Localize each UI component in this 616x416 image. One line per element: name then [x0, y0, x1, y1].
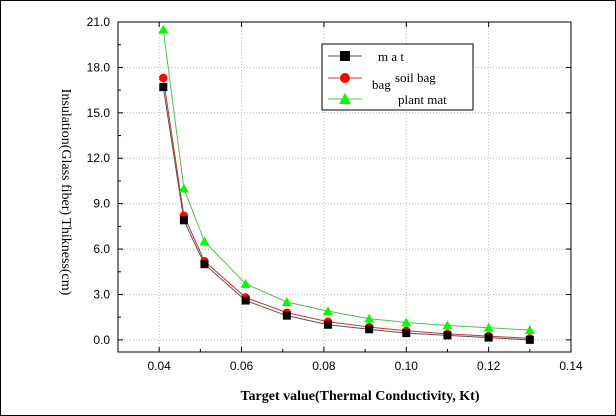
axis-ticks: 0.0 3.0 6.0 9.0 12.0 15.0 18.0 21.0 0.04 0.06 0.08… — [87, 15, 583, 373]
series-line-soil-bag — [162, 77, 530, 339]
data-point-plant-mat — [524, 325, 535, 335]
y-tick-label: 15.0 — [87, 106, 111, 120]
x-tick-label: 0.12 — [477, 359, 501, 373]
data-point-plant-mat — [364, 313, 375, 323]
data-point-m-a-t — [200, 260, 209, 269]
y-tick-label: 0.0 — [93, 333, 110, 347]
data-point-plant-mat — [199, 236, 210, 246]
y-tick-label: 9.0 — [93, 197, 110, 211]
data-point-m-a-t — [402, 329, 411, 338]
legend: m a t bag soil bag plant mat — [321, 43, 474, 111]
data-point-m-a-t — [159, 83, 168, 92]
x-tick-label: 0.06 — [230, 359, 254, 373]
x-tick-label: 0.04 — [148, 359, 172, 373]
y-tick-label: 6.0 — [93, 242, 110, 256]
x-tick-label: 0.08 — [312, 359, 336, 373]
data-point-m-a-t — [365, 325, 374, 334]
data-point-plant-mat — [442, 320, 453, 330]
data-point-m-a-t — [324, 320, 333, 329]
data-point-plant-mat — [401, 317, 412, 327]
series-line-m-a-t — [162, 87, 530, 341]
data-point-m-a-t — [179, 216, 188, 225]
legend-marker-mat — [340, 51, 350, 61]
y-tick-label: 18.0 — [87, 60, 111, 74]
legend-label-plant-mat: plant mat — [398, 92, 447, 107]
y-tick-label: 21.0 — [87, 15, 111, 29]
legend-prefix: bag — [372, 77, 391, 92]
y-tick-label: 12.0 — [87, 151, 111, 165]
legend-label-mat: m a t — [378, 49, 404, 64]
data-point-m-a-t — [241, 296, 250, 305]
data-point-plant-mat — [158, 24, 169, 34]
data-point-plant-mat — [483, 322, 494, 332]
data-point-soil-bag — [159, 73, 168, 83]
legend-label-soil-bag: soil bag — [395, 70, 436, 85]
y-axis-title: Insulation(Glass fiber) Thikness(cm) — [58, 89, 73, 296]
y-tick-label: 3.0 — [93, 287, 110, 301]
x-tick-label: 0.10 — [395, 359, 419, 373]
data-point-m-a-t — [282, 311, 291, 320]
data-point-m-a-t — [525, 335, 534, 344]
data-point-plant-mat — [323, 306, 334, 316]
legend-marker-plant-mat — [339, 93, 351, 104]
data-point-m-a-t — [443, 331, 452, 340]
data-point-plant-mat — [281, 297, 292, 307]
x-tick-label: 0.14 — [559, 359, 583, 373]
legend-marker-soil-bag — [340, 73, 350, 83]
data-point-plant-mat — [178, 183, 189, 193]
series-markers — [158, 24, 535, 344]
plot-area — [117, 21, 572, 353]
data-point-plant-mat — [240, 278, 251, 288]
data-point-m-a-t — [484, 333, 493, 342]
x-axis-title: Target value(Thermal Conductivity, Kt) — [240, 389, 479, 404]
